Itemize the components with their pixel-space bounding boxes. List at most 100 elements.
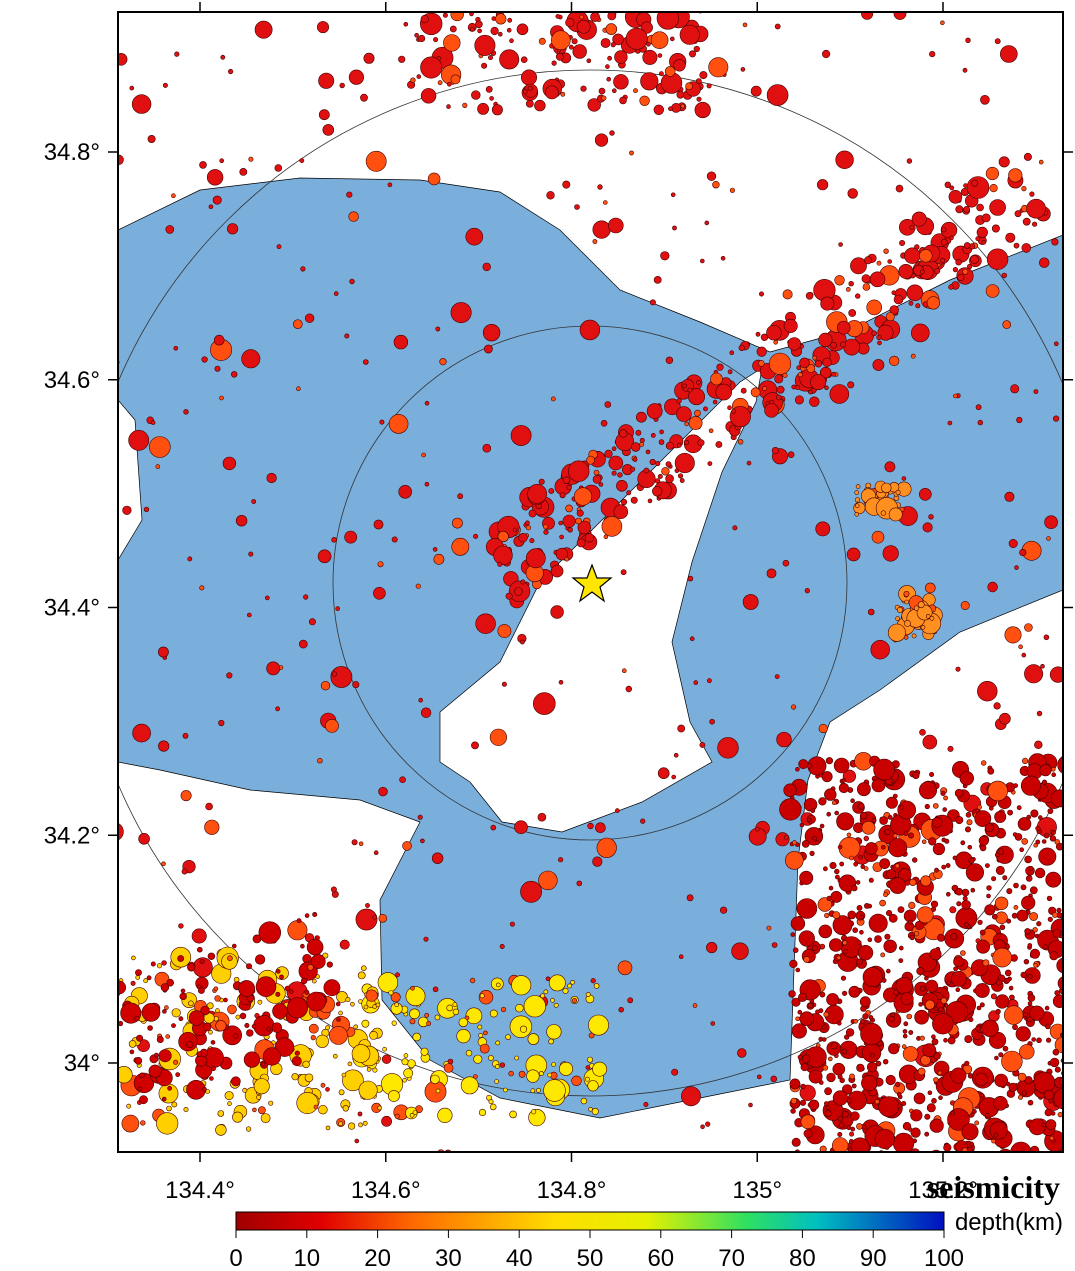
quake (1065, 926, 1070, 931)
quake (372, 914, 378, 920)
quake (646, 403, 663, 420)
quake (965, 811, 972, 818)
quake (485, 86, 493, 93)
quake (335, 1001, 341, 1007)
quake (308, 618, 316, 626)
quake (826, 895, 832, 902)
quake (1021, 757, 1029, 765)
quake (1046, 895, 1053, 902)
quake (919, 728, 926, 736)
quake (953, 956, 964, 967)
quake (876, 334, 882, 341)
quake (922, 1043, 937, 1058)
quake (551, 1062, 556, 1067)
quake (969, 1141, 975, 1147)
quake (483, 1030, 488, 1036)
quake (495, 982, 501, 988)
quake (942, 807, 948, 812)
quake (147, 135, 156, 144)
quake (978, 835, 989, 846)
quake (575, 517, 582, 525)
quake (918, 781, 937, 800)
quake (325, 1087, 330, 1092)
quake (756, 1074, 762, 1080)
quake (966, 819, 973, 826)
quake (838, 782, 850, 794)
quake (899, 240, 906, 247)
quake (960, 600, 970, 610)
quake (1002, 1045, 1009, 1052)
quake (870, 639, 890, 660)
quake (471, 741, 479, 750)
quake (510, 425, 532, 446)
quake (414, 32, 419, 38)
quake (1023, 1012, 1028, 1017)
quake (991, 224, 1000, 233)
quake (888, 1043, 900, 1055)
colorbar-tick-label: 100 (924, 1245, 964, 1271)
quake (318, 72, 335, 89)
quake (1064, 353, 1071, 360)
quake (887, 815, 893, 820)
quake (627, 997, 634, 1004)
quake (450, 302, 472, 324)
quake (876, 260, 882, 266)
quake (795, 766, 800, 772)
quake (157, 646, 169, 658)
quake (975, 236, 981, 242)
quake (339, 82, 345, 89)
quake (977, 419, 983, 426)
quake (211, 1066, 216, 1072)
quake (812, 835, 817, 841)
quake (495, 1040, 501, 1046)
quake (699, 71, 708, 80)
quake (296, 918, 302, 924)
quake (427, 172, 441, 186)
quake (402, 841, 412, 851)
quake (136, 1034, 144, 1042)
quake (598, 87, 606, 95)
quake (426, 1021, 431, 1026)
quake (789, 959, 798, 969)
quake (834, 275, 845, 286)
quake (474, 34, 496, 56)
quake (822, 357, 832, 367)
quake (873, 758, 895, 781)
quake (836, 955, 842, 961)
quake (847, 910, 857, 920)
quake (894, 1081, 901, 1088)
quake (287, 920, 308, 941)
quake (600, 419, 608, 427)
quake (843, 949, 849, 954)
quake (826, 1072, 836, 1083)
quake (773, 339, 779, 345)
quake (501, 681, 507, 687)
quake (294, 1050, 300, 1056)
quake (1014, 565, 1019, 570)
quake (183, 1107, 189, 1113)
quake (1023, 152, 1032, 161)
quake (607, 217, 624, 234)
quake (897, 906, 905, 913)
quake (849, 1073, 855, 1080)
quake (456, 1028, 471, 1044)
quake (999, 45, 1018, 63)
quake (859, 996, 871, 1008)
quake (377, 1105, 382, 1111)
quake (421, 452, 426, 458)
quake (899, 805, 904, 810)
quake (869, 1052, 875, 1058)
quake (388, 990, 394, 996)
quake (879, 816, 888, 825)
quake (993, 1132, 999, 1138)
quake (308, 1023, 319, 1034)
quake (826, 993, 839, 1006)
quake (916, 967, 925, 976)
quake (489, 96, 494, 101)
quake (543, 989, 549, 995)
quake (446, 82, 452, 87)
quake (208, 1029, 213, 1035)
quake (232, 943, 237, 949)
quake (595, 822, 606, 834)
quake (304, 913, 310, 918)
